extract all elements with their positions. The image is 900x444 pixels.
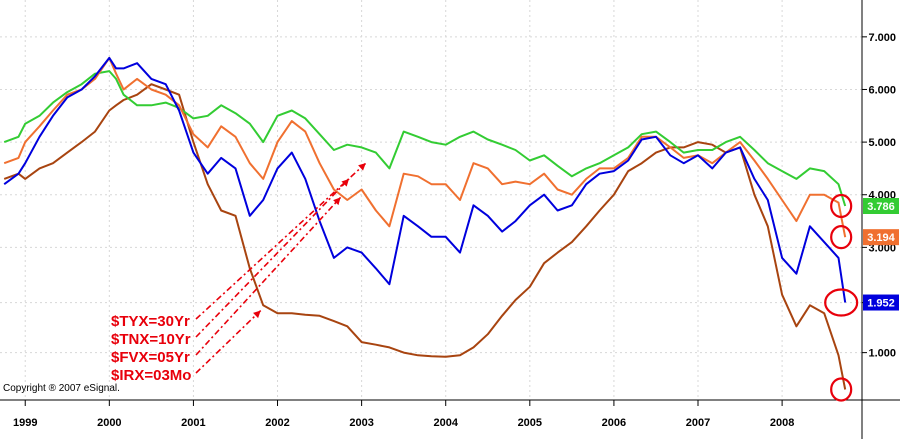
series-line-fvx	[3, 56, 847, 303]
annotation-arrow	[195, 196, 342, 356]
x-tick-label: 2005	[518, 417, 542, 429]
last-value-box	[863, 229, 899, 246]
x-tick-label: 1999	[13, 417, 37, 429]
annotation-arrowhead	[358, 163, 366, 171]
legend-label: $TYX=30Yr	[111, 313, 190, 330]
highlight-circle	[830, 377, 853, 402]
y-tick-label: 7.000	[868, 32, 896, 44]
x-tick-label: 2002	[265, 417, 289, 429]
series-lines	[3, 56, 847, 390]
copyright-text: Copyright ® 2007 eSignal.	[3, 383, 120, 394]
annotations: $TYX=30Yr$TNX=10Yr$FVX=05Yr$IRX=03Mo	[111, 162, 859, 402]
annotation-arrow	[195, 309, 262, 374]
annotation-arrowhead	[341, 178, 350, 187]
annotation-arrowhead	[333, 197, 341, 206]
last-value-label: 3.786	[867, 201, 895, 213]
x-tick-label: 2003	[349, 417, 373, 429]
x-tick-label: 2007	[686, 417, 710, 429]
highlight-circle	[824, 288, 859, 317]
x-tick-label: 2006	[602, 417, 626, 429]
y-tick-label: 3.000	[868, 242, 896, 254]
last-value-labels: 3.786 3.194 1.952	[863, 198, 899, 311]
last-value-box	[863, 294, 899, 311]
annotation-arrow	[195, 162, 367, 320]
last-value-box	[863, 198, 899, 214]
x-tick-label: 2001	[181, 417, 205, 429]
highlight-circle	[830, 225, 853, 250]
y-tick-label: 1.000	[868, 348, 896, 360]
x-tick-label: 2004	[433, 417, 458, 429]
annotation-arrow	[195, 178, 350, 338]
y-tick-label: 5.000	[868, 137, 896, 149]
x-tick-label: 2008	[770, 417, 794, 429]
legend-label: $FVX=05Yr	[111, 349, 190, 366]
y-tick-label: 6.000	[868, 84, 896, 96]
legend-label: $IRX=03Mo	[111, 367, 191, 384]
last-value-label: 3.194	[867, 232, 895, 244]
series-line-tyx	[3, 70, 847, 207]
highlight-circle	[830, 193, 853, 219]
legend-label: $TNX=10Yr	[111, 331, 191, 348]
grid	[0, 0, 862, 400]
series-line-tnx	[3, 56, 847, 238]
last-value-label: 1.952	[867, 298, 895, 310]
x-tick-label: 2000	[97, 417, 121, 429]
annotation-arrowhead	[253, 310, 261, 319]
